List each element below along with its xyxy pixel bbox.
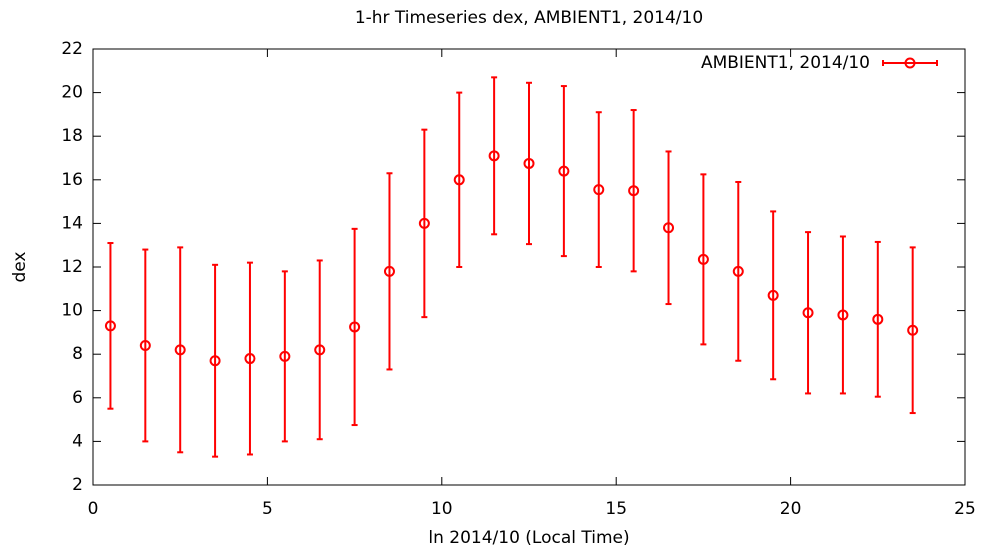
point: [383, 265, 395, 277]
error-bar: [386, 172, 393, 371]
point: [174, 344, 186, 356]
error-bar: [665, 150, 672, 306]
point: [209, 355, 221, 367]
x-tick-label: 25: [954, 499, 976, 519]
error-bar: [491, 76, 498, 236]
error-bar: [281, 270, 288, 443]
y-tick-label: 12: [61, 257, 83, 277]
point: [558, 165, 570, 177]
point: [663, 222, 675, 234]
error-bar: [177, 246, 184, 454]
error-bar: [560, 85, 567, 258]
y-tick-label: 22: [61, 39, 83, 59]
x-tick-label: 15: [605, 499, 627, 519]
point: [593, 184, 605, 196]
point: [279, 350, 291, 362]
legend-marker: [904, 57, 916, 69]
point: [453, 174, 465, 186]
point: [872, 313, 884, 325]
x-tick-label: 10: [431, 499, 453, 519]
error-bar: [107, 242, 114, 410]
point: [418, 217, 430, 229]
x-axis-label: ln 2014/10 (Local Time): [428, 528, 629, 548]
point: [732, 265, 744, 277]
error-bar: [874, 240, 881, 398]
chart-title: 1-hr Timeseries dex, AMBIENT1, 2014/10: [355, 8, 703, 28]
y-tick-label: 4: [72, 431, 83, 451]
point: [628, 185, 640, 197]
point: [244, 353, 256, 365]
point: [314, 344, 326, 356]
point: [523, 157, 535, 169]
error-bar: [456, 91, 463, 268]
y-tick-label: 20: [61, 83, 83, 103]
y-tick-label: 6: [72, 388, 83, 408]
x-tick-label: 5: [262, 499, 273, 519]
point: [802, 307, 814, 319]
error-bar: [735, 180, 742, 362]
point: [139, 339, 151, 351]
error-bar: [351, 227, 358, 427]
error-bar: [212, 263, 219, 458]
y-tick-label: 14: [61, 213, 83, 233]
point: [837, 309, 849, 321]
point: [697, 253, 709, 265]
point: [488, 150, 500, 162]
error-bar: [805, 231, 812, 395]
error-bar: [839, 235, 846, 395]
y-tick-label: 10: [61, 301, 83, 321]
error-bar: [526, 81, 532, 246]
y-tick-label: 16: [61, 170, 83, 190]
error-bar: [142, 248, 149, 443]
legend-label: AMBIENT1, 2014/10: [701, 53, 870, 73]
error-bar: [595, 111, 602, 268]
error-bar: [909, 246, 916, 415]
x-tick-label: 20: [780, 499, 802, 519]
point: [104, 320, 116, 332]
error-bar: [700, 173, 707, 346]
x-tick-label: 0: [88, 499, 99, 519]
point: [349, 321, 361, 333]
point: [767, 289, 779, 301]
y-tick-label: 8: [72, 344, 83, 364]
error-bar: [630, 109, 637, 273]
point: [907, 324, 919, 336]
y-tick-label: 18: [61, 126, 83, 146]
error-bar: [316, 259, 323, 441]
error-bar: [421, 128, 428, 319]
error-bar: [246, 261, 253, 456]
error-bar: [770, 210, 777, 381]
y-tick-label: 2: [72, 475, 83, 495]
y-axis-label: dex: [10, 251, 30, 282]
